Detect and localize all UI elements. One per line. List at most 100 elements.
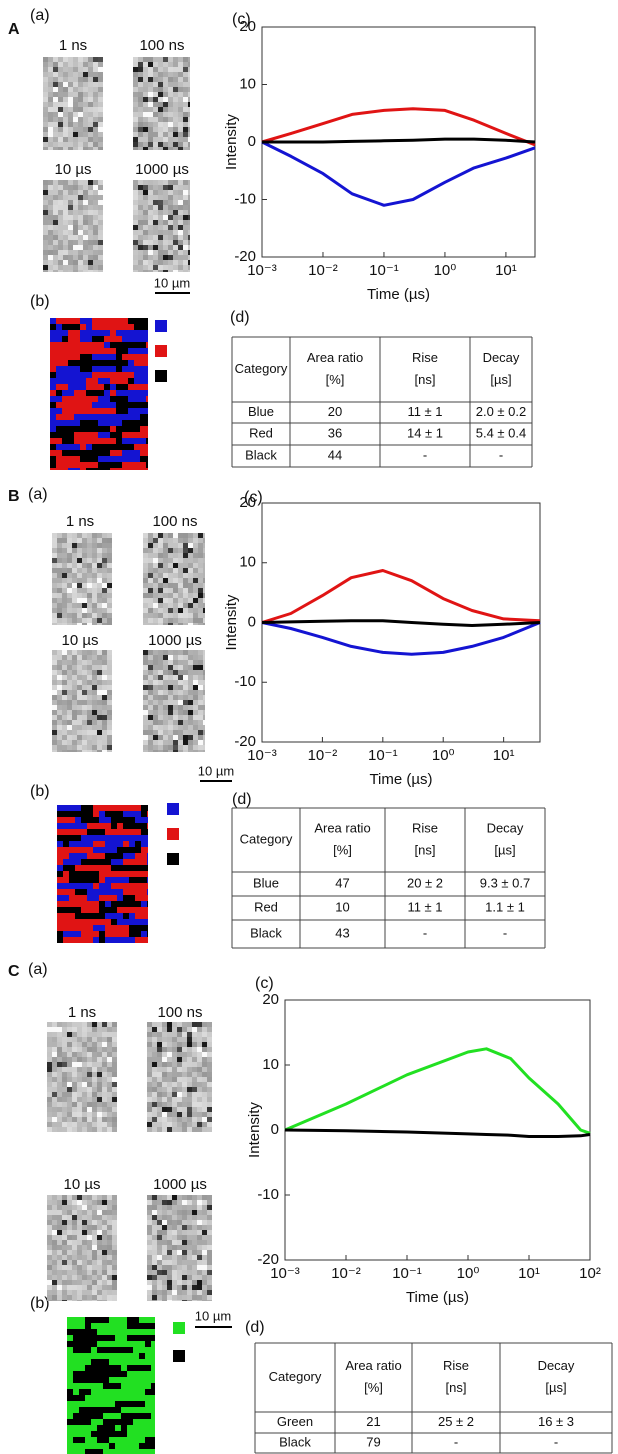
image-pixel bbox=[167, 1230, 172, 1235]
image-pixel bbox=[158, 623, 163, 625]
image-pixel bbox=[112, 1230, 117, 1235]
image-pixel bbox=[162, 1097, 167, 1102]
table-header: [%] bbox=[364, 1380, 383, 1395]
y-axis-label: Intensity bbox=[246, 1102, 263, 1158]
image-pixel bbox=[57, 543, 62, 548]
image-pixel bbox=[43, 112, 48, 117]
image-pixel bbox=[162, 1300, 167, 1301]
image-pixel bbox=[83, 240, 88, 245]
image-pixel bbox=[168, 132, 173, 137]
image-pixel bbox=[88, 132, 93, 137]
image-pixel bbox=[207, 1210, 212, 1215]
image-pixel bbox=[183, 92, 188, 97]
image-pixel bbox=[88, 230, 93, 235]
map-pixel bbox=[91, 1359, 97, 1365]
map-pixel bbox=[67, 1347, 73, 1353]
image-pixel bbox=[163, 705, 168, 710]
image-pixel bbox=[77, 588, 82, 593]
image-pixel bbox=[97, 593, 102, 598]
map-pixel bbox=[105, 805, 111, 811]
image-pixel bbox=[207, 1037, 212, 1042]
map-pixel bbox=[140, 318, 146, 324]
image-pixel bbox=[168, 265, 173, 270]
image-pixel bbox=[53, 57, 58, 62]
image-pixel bbox=[203, 598, 205, 603]
image-pixel bbox=[153, 745, 158, 750]
map-pixel bbox=[111, 829, 117, 835]
image-pixel bbox=[152, 1280, 157, 1285]
image-pixel bbox=[182, 1290, 187, 1295]
map-pixel bbox=[141, 841, 147, 847]
image-pixel bbox=[77, 660, 82, 665]
image-pixel bbox=[78, 142, 83, 147]
map-pixel bbox=[69, 835, 75, 841]
image-pixel bbox=[72, 1117, 77, 1122]
map-pixel bbox=[104, 450, 110, 456]
image-pixel bbox=[62, 665, 67, 670]
image-pixel bbox=[72, 538, 77, 543]
image-pixel bbox=[148, 603, 153, 608]
image-pixel bbox=[168, 533, 173, 538]
image-pixel bbox=[97, 1255, 102, 1260]
map-pixel bbox=[103, 1329, 109, 1335]
map-pixel bbox=[50, 432, 56, 438]
map-pixel bbox=[68, 384, 74, 390]
image-pixel bbox=[158, 730, 163, 735]
table-header: Decay bbox=[538, 1358, 575, 1373]
image-pixel bbox=[88, 250, 93, 255]
map-pixel bbox=[111, 931, 117, 937]
table-cell: - bbox=[554, 1434, 558, 1449]
map-pixel bbox=[139, 1383, 145, 1389]
map-pixel bbox=[147, 931, 148, 937]
image-pixel bbox=[203, 553, 205, 558]
image-pixel bbox=[177, 1077, 182, 1082]
image-pixel bbox=[187, 1265, 192, 1270]
image-pixel bbox=[183, 97, 188, 102]
image-pixel bbox=[78, 190, 83, 195]
image-pixel bbox=[138, 195, 143, 200]
map-pixel bbox=[129, 895, 135, 901]
map-pixel bbox=[151, 1449, 155, 1454]
image-pixel bbox=[183, 650, 188, 655]
subpanel-label: (a) bbox=[30, 7, 50, 24]
image-pixel bbox=[178, 117, 183, 122]
map-pixel bbox=[86, 354, 92, 360]
map-pixel bbox=[50, 384, 56, 390]
image-pixel bbox=[168, 87, 173, 92]
map-pixel bbox=[128, 432, 134, 438]
image-pixel bbox=[72, 700, 77, 705]
map-pixel bbox=[133, 1341, 139, 1347]
image-pixel bbox=[92, 623, 97, 625]
image-pixel bbox=[162, 1077, 167, 1082]
image-pixel bbox=[48, 240, 53, 245]
image-pixel bbox=[97, 1195, 102, 1200]
image-pixel bbox=[197, 1255, 202, 1260]
image-pixel bbox=[183, 112, 188, 117]
map-pixel bbox=[109, 1323, 115, 1329]
map-pixel bbox=[147, 883, 148, 889]
image-pixel bbox=[157, 1260, 162, 1265]
image-pixel bbox=[162, 1057, 167, 1062]
image-pixel bbox=[52, 655, 57, 660]
image-pixel bbox=[197, 1122, 202, 1127]
image-pixel bbox=[53, 215, 58, 220]
image-pixel bbox=[78, 72, 83, 77]
map-pixel bbox=[104, 354, 110, 360]
image-pixel bbox=[177, 1295, 182, 1300]
map-pixel bbox=[91, 1425, 97, 1431]
image-pixel bbox=[177, 1022, 182, 1027]
image-pixel bbox=[67, 603, 72, 608]
image-pixel bbox=[168, 190, 173, 195]
image-pixel bbox=[183, 225, 188, 230]
image-pixel bbox=[67, 1245, 72, 1250]
map-pixel bbox=[62, 444, 68, 450]
map-pixel bbox=[134, 378, 140, 384]
image-pixel bbox=[152, 1290, 157, 1295]
image-pixel bbox=[158, 608, 163, 613]
image-pixel bbox=[92, 1077, 97, 1082]
map-pixel bbox=[104, 396, 110, 402]
image-pixel bbox=[158, 735, 163, 740]
image-pixel bbox=[93, 250, 98, 255]
map-pixel bbox=[92, 324, 98, 330]
map-pixel bbox=[116, 468, 122, 470]
